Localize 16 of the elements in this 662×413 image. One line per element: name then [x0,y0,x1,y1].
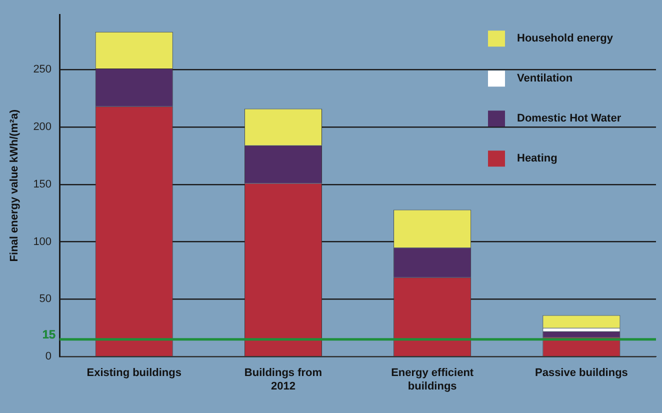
x-tick-label: Existing buildings [86,367,182,380]
y-tick-label: 100 [33,236,52,248]
ref-line-label: 15 [42,328,56,342]
legend-label: Ventilation [517,72,573,85]
y-tick-label: 50 [39,293,52,306]
x-tick-label: Passive buildings [534,367,628,380]
x-tick-label: Energy efficient buildings [391,367,474,392]
legend-label: Heating [517,152,558,165]
legend-label: Household energy [517,32,614,45]
legend-label: Domestic Hot Water [517,112,622,125]
y-tick-label: 250 [33,64,52,76]
x-tick-label: Buildings from 2012 [244,367,322,392]
y-tick-label: 0 [45,350,52,363]
y-tick-label: 150 [33,178,52,190]
y-tick-label: 200 [33,121,52,134]
y-axis-title: Final energy value kWh/(m²a) [8,109,21,262]
